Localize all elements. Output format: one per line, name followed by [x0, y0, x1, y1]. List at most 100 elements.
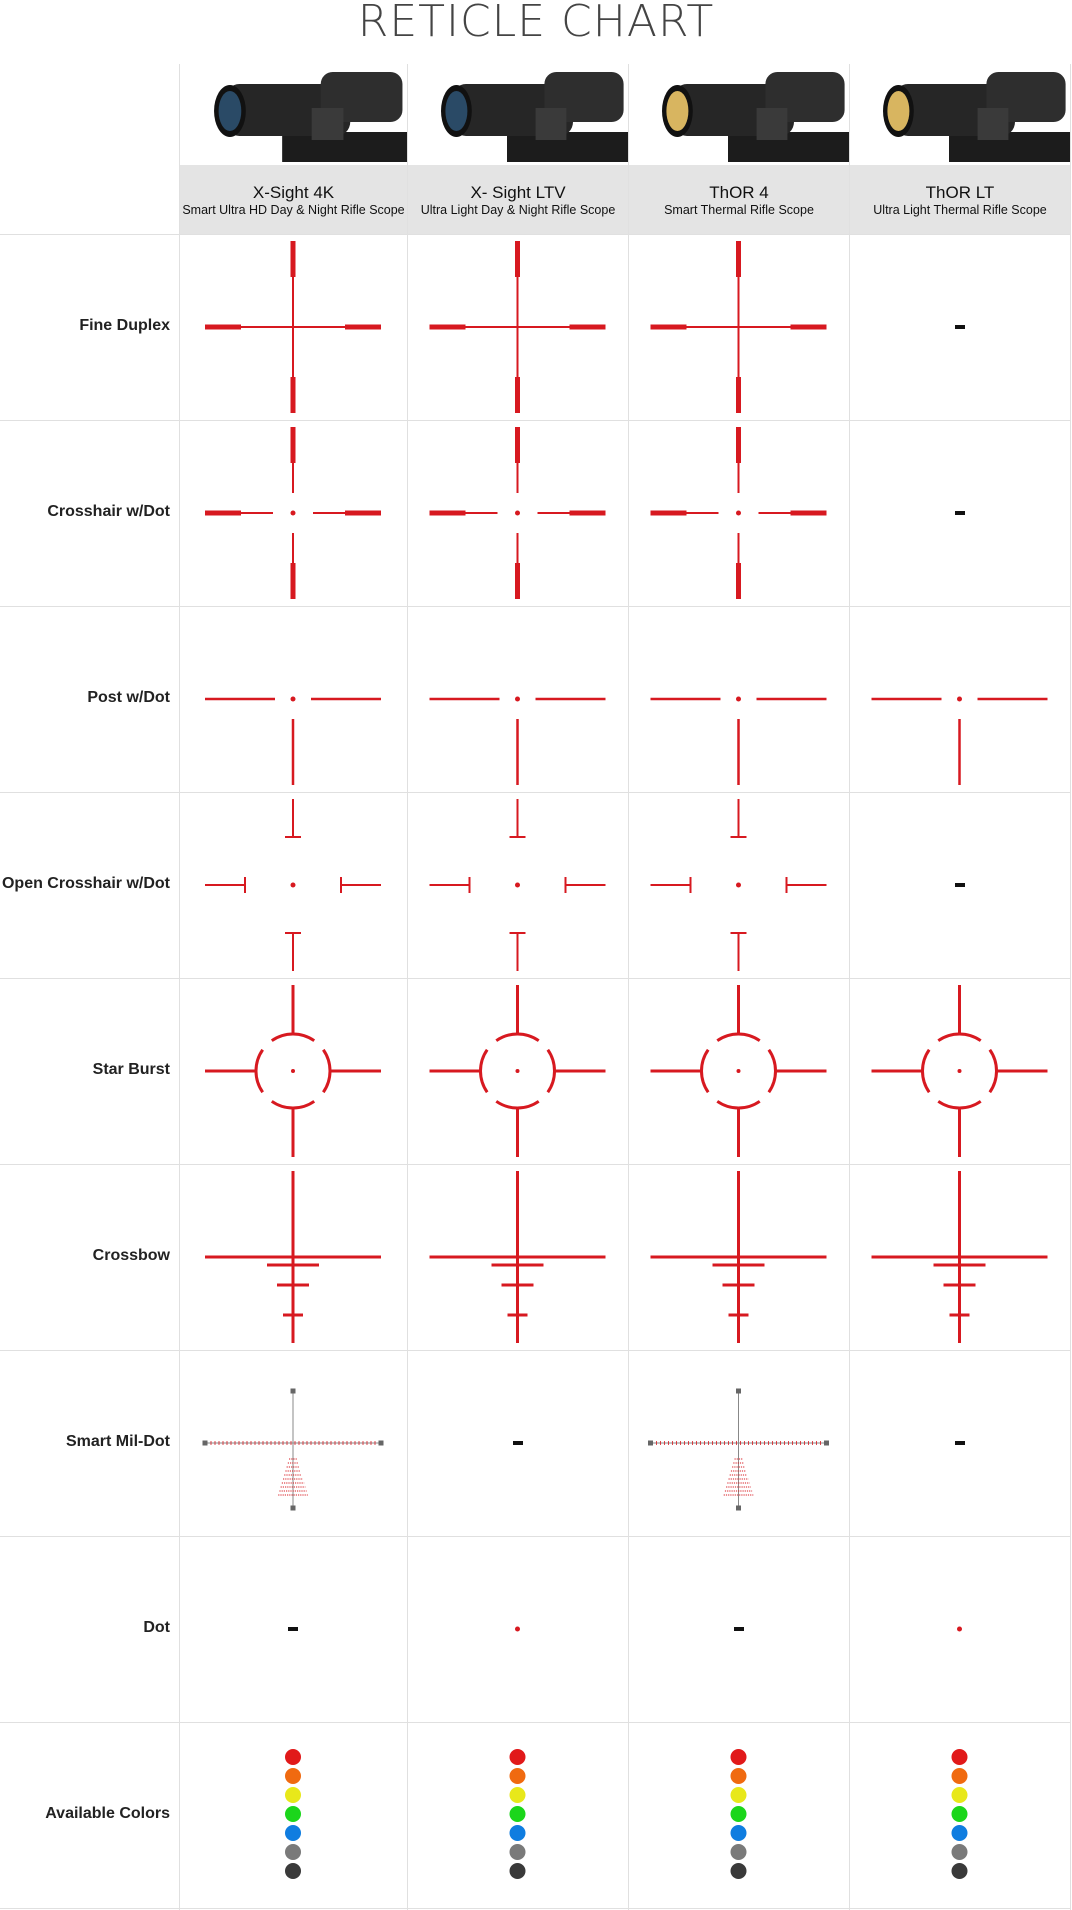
reticle-post-dot-graphic — [650, 696, 827, 785]
product-subtitle: Smart Thermal Rifle Scope — [664, 203, 814, 217]
unavailable-mark — [733, 1627, 744, 1631]
reticle-cell — [407, 1164, 628, 1350]
row-divider — [0, 606, 1070, 607]
unavailable-mark — [288, 1627, 298, 1631]
product-header: ThOR LT Ultra Light Thermal Rifle Scope — [850, 64, 1070, 234]
reticle-star-burst-graphic — [429, 985, 606, 1157]
reticle-dot — [736, 882, 741, 888]
color-swatches — [951, 1749, 968, 1879]
scope-image — [180, 64, 407, 165]
row-divider — [0, 792, 1070, 793]
row-divider — [0, 1164, 1070, 1165]
reticle-cell — [179, 1350, 407, 1536]
reticle-ring-segment — [937, 1100, 982, 1110]
reticle-dot — [515, 1626, 520, 1632]
reticle-ring-segment — [546, 1048, 556, 1094]
row-divider — [0, 1350, 1070, 1351]
color-swatch — [285, 1768, 301, 1784]
row-label: Crosshair w/Dot — [47, 503, 170, 520]
column-divider — [407, 64, 408, 1910]
unavailable-mark — [954, 1441, 965, 1445]
reticle-cell — [849, 1164, 1070, 1350]
product-name: X- Sight LTV — [470, 183, 566, 202]
color-swatch — [285, 1844, 301, 1860]
color-swatch — [285, 1749, 301, 1765]
reticle-dot — [957, 1626, 962, 1632]
product-name: ThOR 4 — [709, 183, 769, 202]
product-header: X- Sight LTV Ultra Light Day & Night Rifl… — [408, 64, 628, 234]
reticle-ring-segment — [495, 1032, 540, 1042]
reticle-cell — [407, 792, 628, 978]
color-swatch — [285, 1806, 301, 1822]
reticle-cell — [849, 792, 1070, 978]
reticle-cell — [407, 1722, 628, 1908]
reticle-cell — [628, 792, 849, 978]
scope-image — [850, 64, 1070, 165]
reticle-cell — [628, 234, 849, 420]
row-divider — [0, 978, 1070, 979]
scope-image — [883, 72, 1070, 162]
reticle-dot — [515, 882, 520, 888]
reticle-cell — [179, 1722, 407, 1908]
reticle-dot — [736, 696, 741, 702]
reticle-dot-graphic — [515, 1626, 520, 1632]
reticle-dot — [515, 510, 520, 516]
row-label: Fine Duplex — [79, 317, 170, 334]
reticle-ring-segment — [716, 1032, 761, 1042]
row-divider — [0, 1722, 1070, 1723]
reticle-ring-segment — [716, 1100, 761, 1110]
reticle-ring-segment — [767, 1048, 777, 1094]
product-subtitle: Smart Ultra HD Day & Night Rifle Scope — [182, 203, 405, 217]
row-label: Dot — [143, 1619, 170, 1636]
reticle-cell — [407, 420, 628, 606]
reticle-cell — [179, 234, 407, 420]
reticle-cell — [628, 606, 849, 792]
color-swatch — [951, 1749, 968, 1765]
reticle-ring-segment — [479, 1048, 489, 1094]
reticle-dot — [957, 1069, 962, 1073]
reticle-dot — [291, 1069, 295, 1073]
row-label: Post w/Dot — [87, 689, 170, 706]
reticle-fine-duplex-graphic — [205, 241, 381, 413]
unavailable-mark — [954, 511, 965, 515]
reticle-open-crosshair-dot-graphic — [205, 799, 381, 971]
reticle-cell — [849, 1536, 1070, 1722]
row-label: Available Colors — [45, 1805, 170, 1822]
color-swatch — [730, 1787, 747, 1803]
color-swatch — [730, 1863, 747, 1879]
color-swatch — [730, 1806, 747, 1822]
color-swatch — [951, 1768, 968, 1784]
reticle-cell — [628, 1536, 849, 1722]
row-divider — [0, 420, 1070, 421]
reticle-open-crosshair-dot-graphic — [650, 799, 827, 971]
reticle-end-cap — [648, 1440, 653, 1446]
scope-image — [662, 72, 849, 162]
color-swatch — [730, 1844, 747, 1860]
reticle-cell — [407, 234, 628, 420]
reticle-post-dot-graphic — [871, 696, 1048, 785]
reticle-dot — [290, 696, 296, 702]
reticle-cell — [407, 1350, 628, 1536]
color-swatch — [951, 1844, 968, 1860]
color-swatch — [509, 1806, 526, 1822]
reticle-cell — [628, 1722, 849, 1908]
color-swatch — [509, 1825, 526, 1841]
reticle-open-crosshair-dot-graphic — [429, 799, 606, 971]
product-subtitle: Ultra Light Day & Night Rifle Scope — [420, 203, 616, 217]
unavailable-mark — [954, 325, 965, 329]
product-name: X-Sight 4K — [252, 183, 335, 202]
reticle-ring-segment — [254, 1048, 264, 1094]
reticle-fine-duplex-graphic — [429, 241, 606, 413]
reticle-smart-mil-dot-graphic — [648, 1388, 829, 1511]
scope-image — [441, 72, 628, 162]
color-swatch — [730, 1825, 747, 1841]
reticle-post-dot-graphic — [429, 696, 606, 785]
row-label: Star Burst — [92, 1061, 170, 1078]
row-divider — [0, 1536, 1070, 1537]
scope-image — [214, 72, 407, 162]
reticle-cell — [628, 1164, 849, 1350]
reticle-dot — [290, 510, 296, 516]
reticle-fine-duplex-graphic — [650, 241, 827, 413]
unavailable-mark — [954, 883, 965, 887]
reticle-cell — [179, 420, 407, 606]
